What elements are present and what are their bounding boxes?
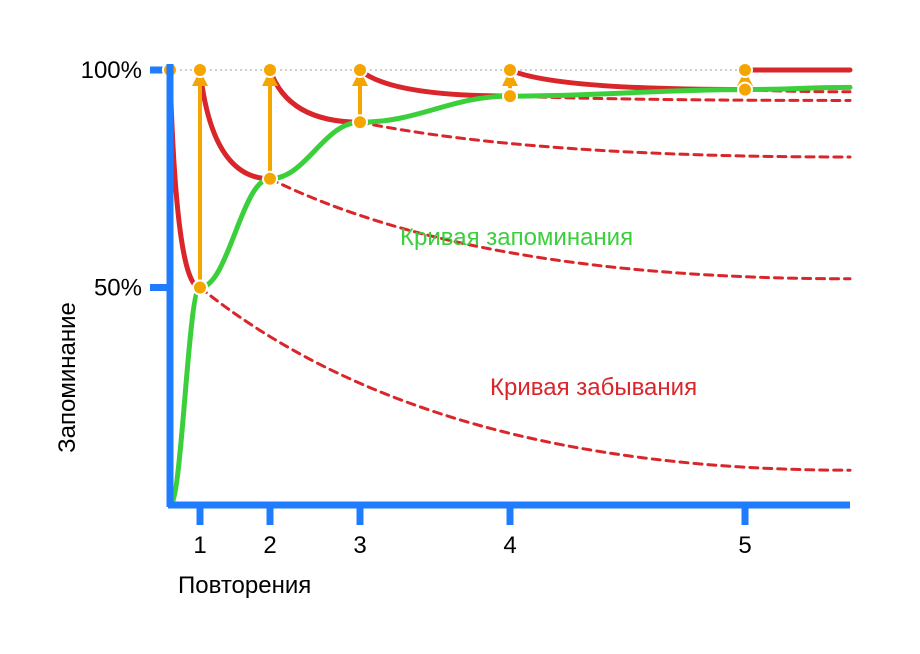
marker-high-5: [738, 63, 752, 77]
marker-high-3: [353, 63, 367, 77]
marker-high-4: [503, 63, 517, 77]
y-axis-label: Запоминание: [54, 302, 81, 453]
marker-low-4: [503, 89, 517, 103]
marker-low-5: [738, 83, 752, 97]
forgetting-curve-label: Кривая забывания: [490, 374, 697, 401]
x-tick-label: 1: [193, 532, 206, 559]
marker-low-3: [353, 115, 367, 129]
learning-curve-label: Кривая запоминания: [400, 224, 633, 251]
y-tick-label: 100%: [81, 57, 142, 84]
x-tick-label: 3: [353, 532, 366, 559]
forgetting-curve-chart: 50% 100% 1 2 3 4 5 Запоминание Повторения Кривая …: [0, 0, 920, 654]
plot-background: [0, 0, 920, 654]
marker-high-1: [193, 63, 207, 77]
marker-high-2: [263, 63, 277, 77]
x-tick-label: 5: [738, 532, 751, 559]
x-tick-label: 4: [503, 532, 516, 559]
x-axis-label: Повторения: [178, 572, 311, 599]
y-tick-label: 50%: [94, 275, 142, 302]
x-tick-label: 2: [263, 532, 276, 559]
marker-low-1: [193, 281, 207, 295]
marker-low-2: [263, 172, 277, 186]
